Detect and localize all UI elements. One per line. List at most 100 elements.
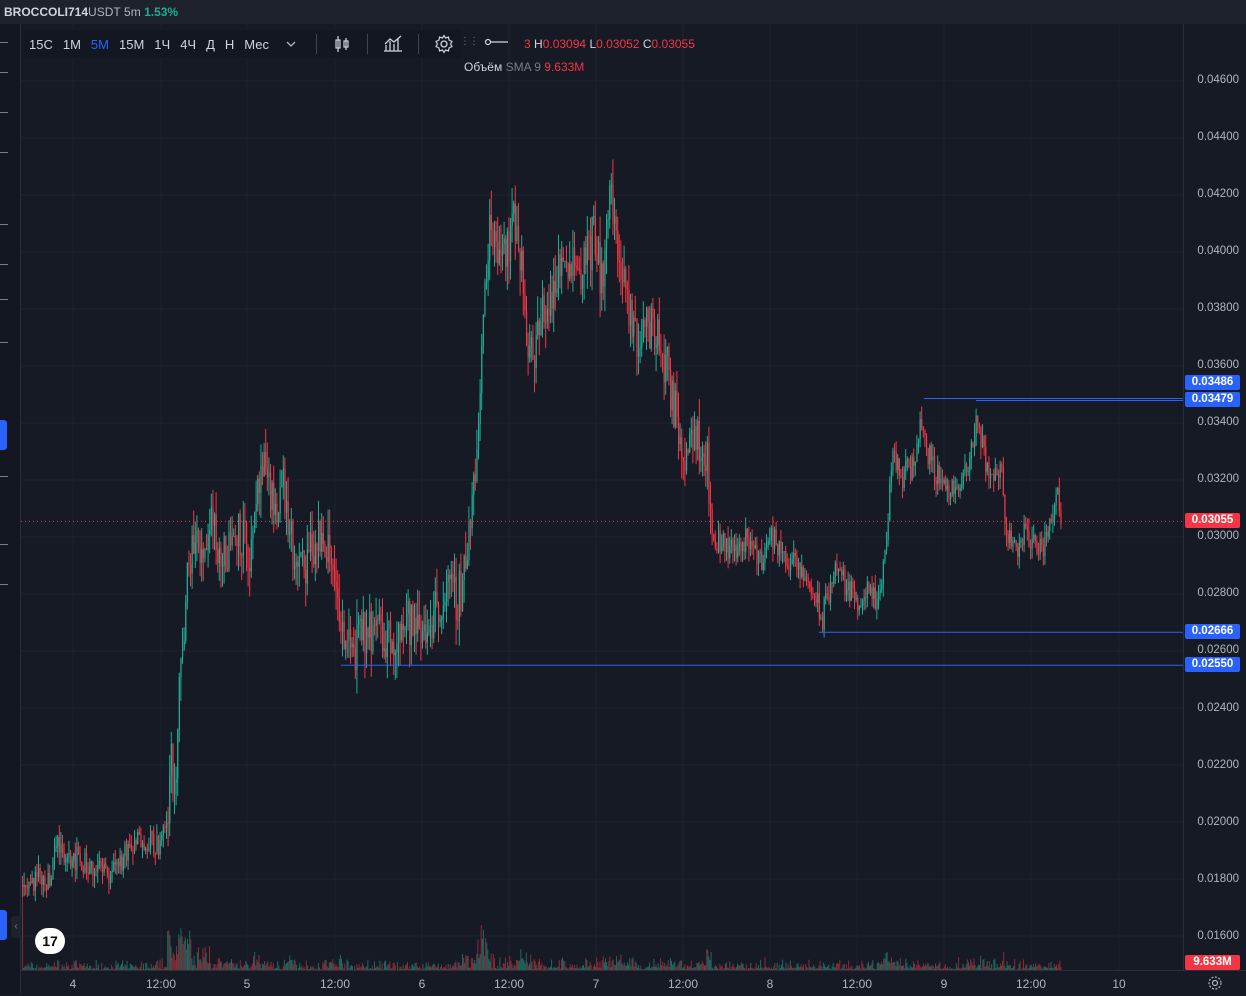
candle-body — [1019, 543, 1020, 557]
volume-bar — [837, 963, 838, 970]
candle-body — [641, 342, 642, 347]
magnet-tool-icon[interactable] — [0, 476, 8, 477]
volume-bar — [299, 963, 300, 970]
candle-body — [281, 486, 282, 488]
timeframe-1m[interactable]: 1М — [58, 37, 86, 52]
candle-body — [176, 779, 177, 783]
timeframe-1d[interactable]: Д — [201, 37, 220, 52]
candle-body — [297, 562, 298, 567]
volume-bar — [306, 961, 307, 970]
toolbar-divider — [367, 34, 368, 54]
candle-body — [72, 860, 73, 866]
chevron-down-icon[interactable] — [280, 33, 302, 55]
timeframe-1h[interactable]: 1Ч — [149, 37, 175, 52]
candles-icon[interactable] — [331, 33, 353, 55]
volume-bar — [524, 960, 525, 970]
candle-body — [504, 238, 505, 243]
candle-body — [1038, 554, 1039, 555]
candle-body — [524, 293, 525, 311]
volume-bar — [765, 957, 766, 970]
timeframe-1mo[interactable]: Мес — [239, 37, 274, 52]
pattern-tool-icon[interactable] — [0, 299, 8, 300]
volume-bar — [609, 957, 610, 970]
price-tick: 0.01600 — [1197, 930, 1239, 942]
price-chart[interactable] — [21, 24, 1183, 970]
volume-bar — [267, 962, 268, 970]
candle-body — [67, 857, 68, 859]
cursor-tool-icon[interactable] — [0, 42, 8, 43]
text-tool-icon[interactable] — [0, 264, 8, 265]
candle-body — [836, 563, 837, 571]
collapse-panel-icon[interactable]: ‹ — [11, 916, 21, 938]
level-tag[interactable]: 0.02550 — [1185, 657, 1240, 672]
candle-body — [420, 628, 421, 642]
level-tag[interactable]: 0.03486 — [1185, 375, 1240, 390]
timeframe-1w[interactable]: Н — [220, 37, 239, 52]
candle-body — [835, 563, 836, 577]
price-axis[interactable]: 0.04600 0.04400 0.04200 0.04000 0.03800 … — [1183, 24, 1246, 970]
volume-legend[interactable]: Объём SMA 9 9.633M — [464, 60, 584, 74]
volume-bar — [596, 957, 597, 970]
candle-body — [552, 292, 553, 309]
measure-tool-icon[interactable] — [0, 342, 8, 343]
candle-body — [361, 619, 362, 640]
candle-body — [115, 862, 116, 865]
candle-body — [404, 627, 405, 630]
price-tick: 0.04000 — [1197, 245, 1239, 257]
candle-body — [363, 612, 364, 640]
trendline-tool-icon[interactable] — [0, 112, 8, 113]
candle-body — [443, 606, 444, 617]
candle-body — [352, 644, 353, 648]
level-tag[interactable]: 0.03479 — [1185, 392, 1240, 407]
collapse-legend-icon[interactable] — [484, 35, 510, 52]
candle-body — [912, 457, 913, 480]
indicators-icon[interactable] — [382, 33, 404, 55]
symbol-title[interactable]: BROCCOLI714USDT 5m 1.53% — [4, 5, 178, 19]
candle-body — [248, 567, 249, 568]
axis-settings-icon[interactable] — [1207, 975, 1223, 991]
close-label: C — [643, 37, 652, 51]
timeframe-4h[interactable]: 4Ч — [175, 37, 201, 52]
chart-pane[interactable] — [21, 24, 1183, 970]
candle-body — [966, 464, 967, 472]
candle-body — [454, 577, 455, 583]
candle-body — [440, 620, 441, 621]
candle-body — [814, 593, 815, 598]
fib-tool-icon[interactable] — [0, 152, 8, 153]
candle-body — [761, 552, 762, 570]
timeframe-15s[interactable]: 15С — [24, 37, 58, 52]
candle-body — [456, 577, 457, 620]
volume-bar — [617, 963, 618, 970]
timeframe-15m[interactable]: 15М — [114, 37, 149, 52]
volume-bar — [505, 958, 506, 970]
volume-bar — [284, 960, 285, 970]
eye-tool-icon[interactable] — [0, 584, 8, 585]
candle-body — [739, 543, 740, 547]
candle-body — [508, 231, 509, 261]
timeframe-5m[interactable]: 5М — [86, 37, 114, 52]
object-tree-indicator[interactable] — [0, 910, 7, 940]
candle-body — [305, 570, 306, 584]
volume-bar — [971, 962, 972, 970]
volume-bar — [289, 955, 290, 970]
lock-tool-icon[interactable] — [0, 544, 8, 545]
tradingview-logo[interactable]: 17 — [35, 928, 65, 954]
volume-bar — [563, 961, 564, 970]
level-tag[interactable]: 0.02666 — [1185, 624, 1240, 639]
active-tool-indicator[interactable] — [0, 420, 7, 450]
brush-tool-icon[interactable] — [0, 224, 8, 225]
volume-bar — [479, 958, 480, 970]
candle-body — [553, 281, 554, 309]
volume-bar — [118, 963, 119, 970]
volume-bar — [200, 959, 201, 970]
time-axis[interactable]: 4 12:00 5 12:00 6 12:00 7 12:00 8 12:00 … — [21, 970, 1246, 995]
drag-handle-icon[interactable]: ⋮⋮ — [460, 36, 478, 47]
candle-body — [683, 457, 684, 461]
crosshair-tool-icon[interactable] — [0, 72, 8, 73]
volume-bar — [455, 961, 456, 970]
candle-body — [468, 522, 469, 561]
candle-body — [334, 570, 335, 580]
candle-body — [112, 870, 113, 871]
settings-icon[interactable] — [433, 33, 455, 55]
candle-body — [60, 844, 61, 852]
